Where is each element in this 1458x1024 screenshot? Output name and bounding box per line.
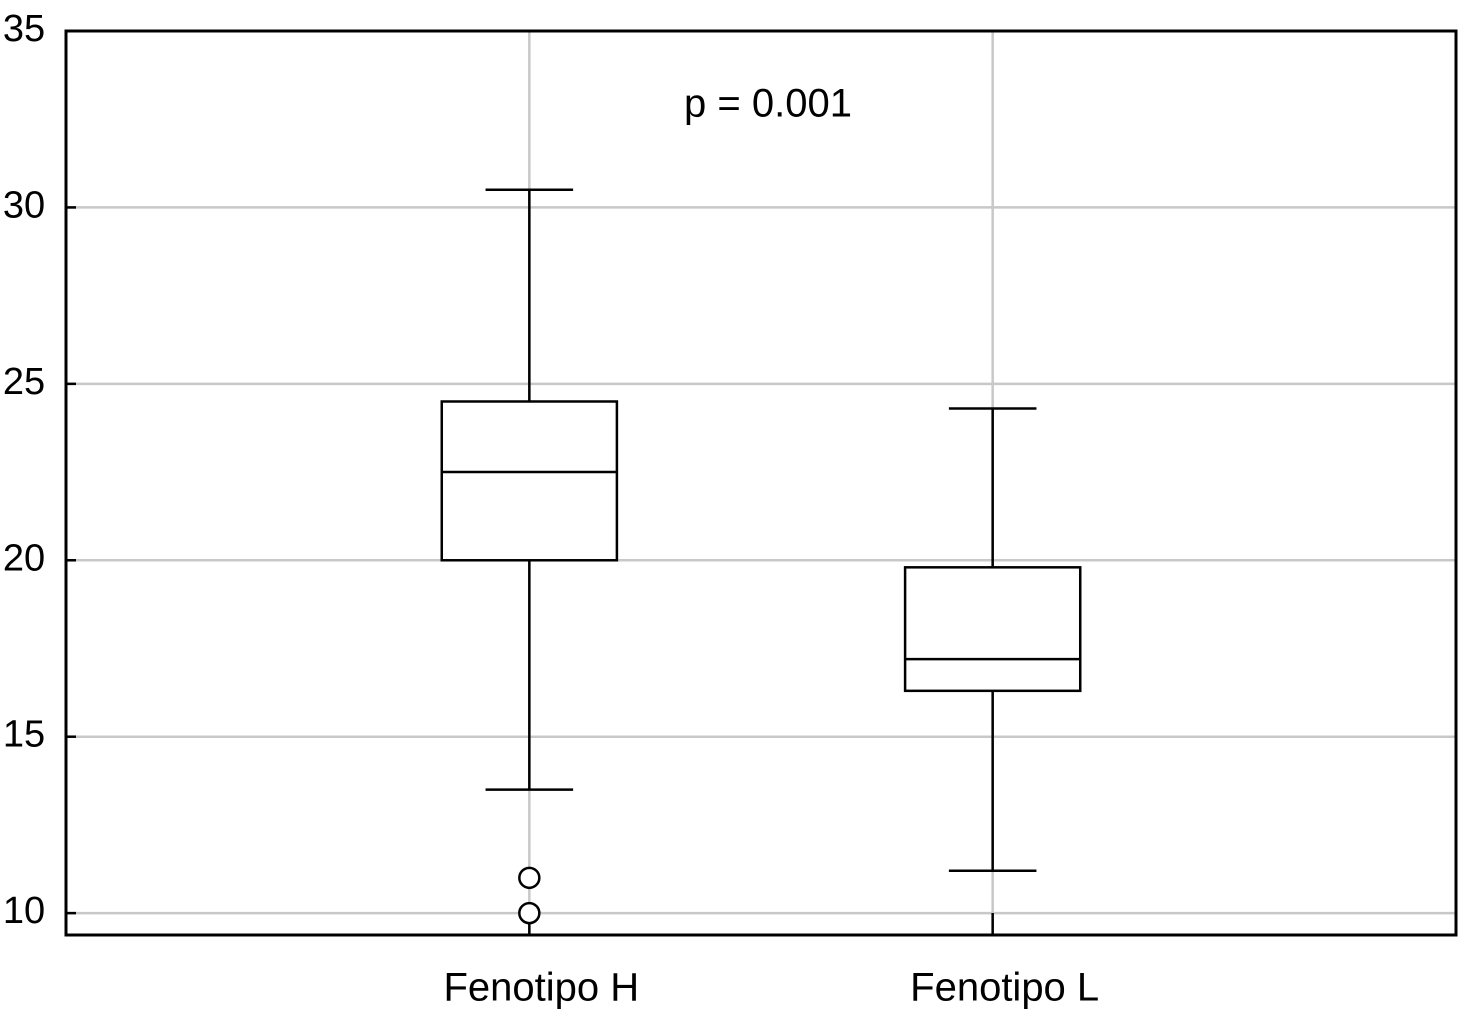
y-tick-label: 10 (3, 890, 45, 932)
box (440, 400, 619, 562)
outlier (518, 866, 541, 890)
annotation: p = 0.001 (684, 82, 852, 126)
y-tick-label: 15 (3, 714, 45, 756)
x-tick-label: Fenotipo L (910, 966, 1099, 1010)
y-tick-label: 35 (3, 8, 45, 50)
x-tick-label: Fenotipo H (443, 966, 639, 1010)
y-tick-label: 30 (3, 184, 45, 226)
y-tick-label: 20 (3, 537, 45, 579)
box (903, 566, 1082, 693)
y-tick-label: 25 (3, 361, 45, 403)
outlier (518, 901, 541, 925)
plot-frame (64, 29, 1458, 937)
